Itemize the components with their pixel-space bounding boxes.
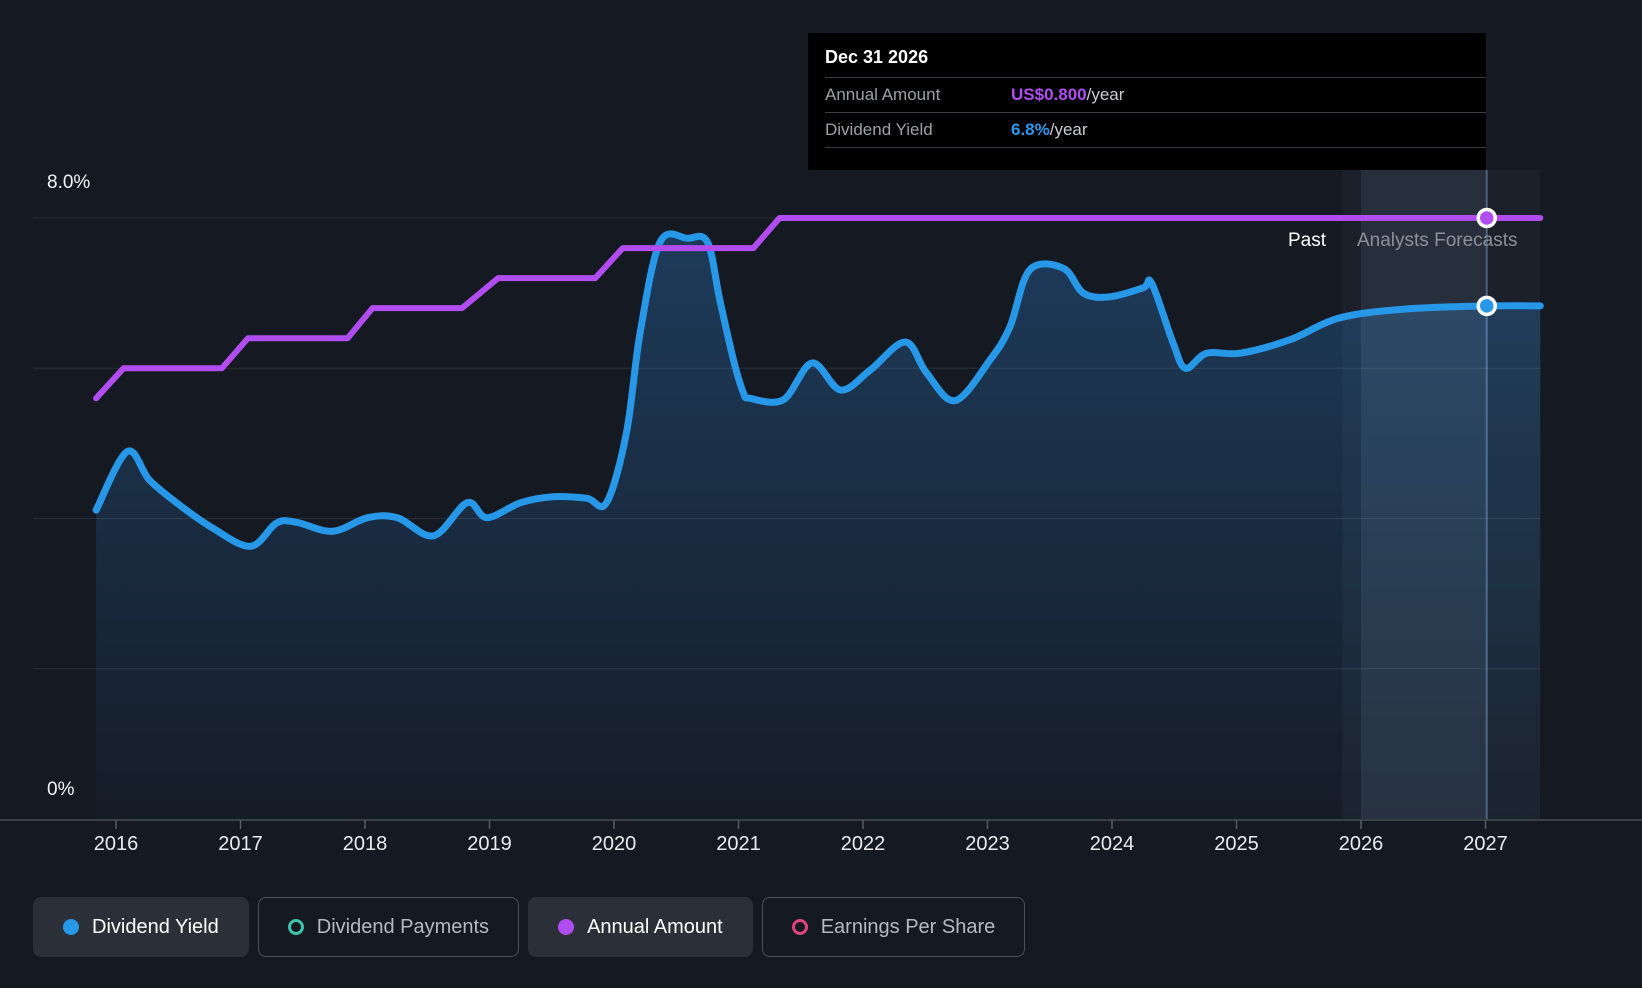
legend-marker-dot-earnings-per-share: [791, 919, 808, 935]
legend-item-label: Dividend Payments: [316, 915, 490, 938]
annual-amount-marker-dot: [1476, 207, 1497, 229]
forecast-region-overlay: [1342, 170, 1540, 819]
yield-area-fill: [96, 233, 1541, 819]
legend-marker-dot-dividend-payments: [287, 919, 304, 935]
tooltip-row-dividend-yield: Dividend Yield 6.8% /year: [825, 112, 1486, 148]
tooltip-value-annual-amount: US$0.800: [1011, 85, 1087, 104]
tooltip-suffix-annual-amount: /year: [1086, 85, 1125, 104]
tooltip-suffix-dividend-yield: /year: [1049, 120, 1088, 139]
legend-item-label: Dividend Yield: [92, 915, 219, 938]
tooltip-row-annual-amount: Annual Amount US$0.800 /year: [825, 77, 1486, 112]
legend-button-annual-amount[interactable]: Annual Amount: [528, 897, 753, 957]
legend-button-dividend-payments[interactable]: Dividend Payments: [257, 897, 520, 957]
legend-item-label: Annual Amount: [587, 915, 723, 938]
x-axis-year-label-2017: 2017: [218, 833, 263, 855]
tooltip-date-title: Dec 31 2026: [825, 47, 929, 67]
x-axis-year-label-2019: 2019: [467, 833, 512, 855]
hover-year-band: [1361, 170, 1487, 819]
dividend-yield-marker-dot: [1476, 295, 1497, 317]
x-axis-year-label-2016: 2016: [93, 833, 139, 855]
legend-item-label: Earnings Per Share: [820, 915, 996, 938]
tooltip-label-dividend-yield: Dividend Yield: [825, 120, 933, 139]
x-axis-year-label-2020: 2020: [591, 833, 637, 855]
tooltip-value-dividend-yield: 6.8%: [1011, 120, 1050, 139]
x-axis-year-label-2025: 2025: [1214, 833, 1259, 855]
x-axis-year-label-2023: 2023: [965, 833, 1010, 855]
x-axis-year-label-2018: 2018: [342, 833, 388, 855]
legend-button-dividend-yield[interactable]: Dividend Yield: [33, 897, 249, 957]
dividend-yield-line: [92, 230, 1544, 550]
x-axis-year-label-2021: 2021: [716, 833, 761, 855]
y-axis-label-bottom: 0%: [47, 779, 75, 800]
x-axis-year-label-2027: 2027: [1463, 833, 1508, 855]
x-axis-year-label-2026: 2026: [1338, 833, 1384, 855]
chart-legend: Dividend Yield Dividend Payments Annual Am…: [33, 897, 1026, 957]
x-axis-year-label-2024: 2024: [1089, 833, 1135, 855]
x-axis-year-label-2022: 2022: [840, 833, 886, 855]
legend-marker-dot-annual-amount: [558, 919, 575, 935]
y-axis-label-top: 8.0%: [47, 172, 91, 193]
past-region-label: Past: [1287, 230, 1326, 251]
annual-amount-line: [93, 215, 1544, 402]
legend-marker-dot-dividend-yield: [63, 919, 79, 935]
tooltip-label-annual-amount: Annual Amount: [825, 85, 941, 104]
forecast-region-label: Analysts Forecasts: [1357, 230, 1518, 251]
legend-button-earnings-per-share[interactable]: Earnings Per Share: [761, 897, 1026, 957]
chart-tooltip: Dec 31 2026 Annual Amount US$0.800 /year…: [808, 33, 1486, 170]
